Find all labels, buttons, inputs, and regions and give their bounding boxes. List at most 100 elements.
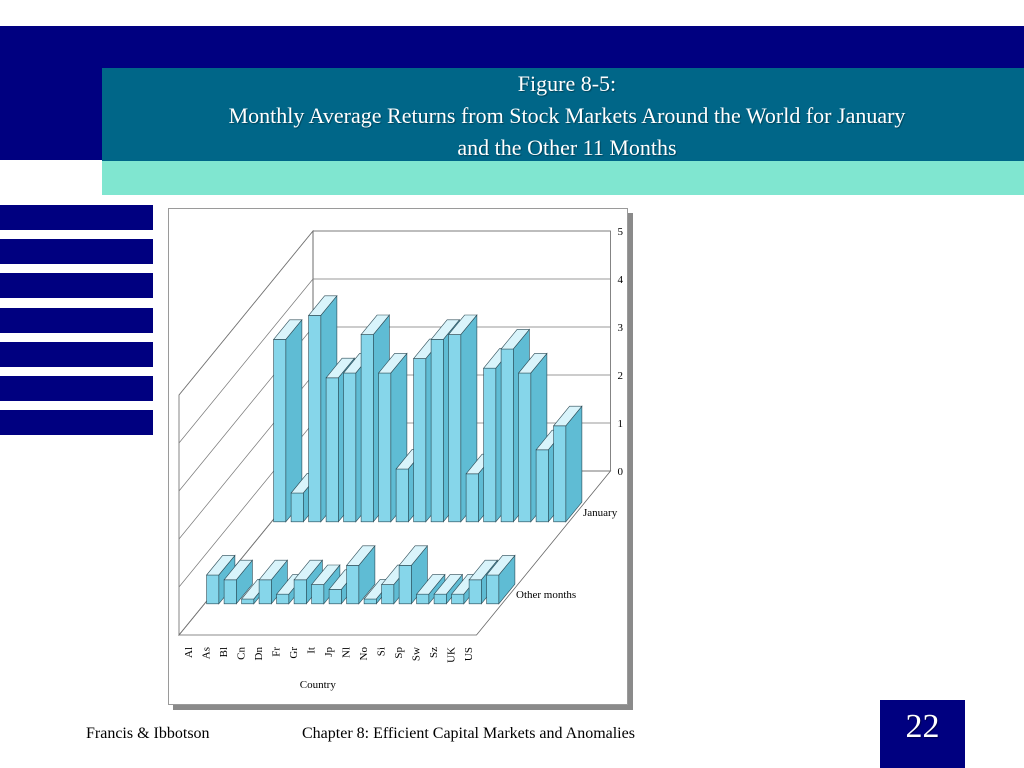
series-label: Other months	[516, 589, 576, 601]
x-tick-label: Jp	[323, 647, 335, 657]
bar-top	[258, 559, 289, 581]
accent-band	[102, 161, 1024, 195]
bar	[448, 334, 462, 523]
y-tick-label: 5	[618, 226, 624, 238]
decor-stripe	[0, 308, 153, 333]
bar	[518, 372, 532, 523]
bar-top	[552, 405, 583, 427]
title-band	[102, 68, 1024, 161]
bar-top	[223, 559, 254, 581]
bar-top	[485, 555, 516, 576]
bar	[258, 579, 272, 605]
y-tick-label: 3	[618, 322, 624, 334]
bar	[308, 315, 322, 523]
title-line-1: Figure 8-5:	[517, 71, 617, 96]
gridline	[178, 230, 611, 396]
bar-top	[398, 545, 429, 566]
bar-top	[447, 314, 478, 335]
bar	[486, 574, 500, 605]
decor-stripe	[0, 239, 153, 264]
title-line-3: and the Other 11 Months	[457, 135, 677, 160]
bar	[223, 579, 237, 605]
bar-top	[272, 319, 303, 340]
bar	[433, 593, 447, 605]
bar	[325, 377, 339, 523]
chart-panel: 012345Average Monthly ReturnJanuaryOther…	[168, 208, 628, 705]
x-tick-label: Sp	[393, 647, 405, 659]
bar-top	[500, 329, 531, 350]
bar	[398, 565, 412, 605]
bar	[535, 449, 549, 523]
decor-stripe	[0, 410, 153, 435]
decor-stripe	[0, 205, 153, 230]
bar	[241, 598, 255, 605]
bar	[363, 598, 377, 605]
bar	[290, 492, 304, 523]
bar	[311, 584, 325, 605]
bar	[468, 579, 482, 605]
decor-stripe	[0, 342, 153, 367]
bar	[465, 473, 479, 523]
bar-top	[517, 353, 548, 374]
footer-chapter: Chapter 8: Efficient Capital Markets and…	[302, 725, 635, 742]
chart-bars	[205, 294, 583, 605]
decor-stripe	[0, 376, 153, 401]
bar-top	[433, 574, 464, 595]
slide-title: Figure 8-5: Monthly Average Returns from…	[110, 68, 1024, 164]
bar	[500, 348, 514, 523]
bar	[343, 372, 357, 523]
x-tick-label: Sw	[410, 647, 422, 661]
bar	[276, 593, 290, 605]
bar	[416, 593, 430, 605]
decor-stripe	[0, 273, 153, 298]
bar	[553, 425, 567, 523]
chart-labels: 012345Average Monthly ReturnJanuaryOther…	[183, 226, 624, 691]
x-tick-label: Gr	[288, 647, 300, 659]
y-tick-label: 4	[618, 274, 624, 286]
bar	[346, 565, 360, 605]
x-tick-label: Nl	[340, 647, 352, 658]
title-line-2: Monthly Average Returns from Stock Marke…	[228, 103, 906, 128]
footer-author: Francis & Ibbotson	[86, 725, 210, 742]
gridline	[178, 278, 611, 444]
bar	[360, 334, 374, 523]
x-tick-label: It	[305, 647, 317, 654]
bar	[273, 339, 287, 523]
bar-top	[345, 545, 376, 566]
y-tick-label: 2	[618, 370, 624, 382]
bar	[328, 589, 342, 605]
bar	[483, 367, 497, 523]
bar	[381, 584, 395, 605]
x-tick-label: Fr	[270, 647, 282, 657]
bar-top	[205, 555, 236, 576]
bar	[378, 372, 392, 523]
bar-top	[430, 319, 461, 340]
bar	[451, 593, 465, 605]
bar-top	[307, 295, 338, 316]
bar	[293, 579, 307, 605]
bar-chart-3d: 012345Average Monthly ReturnJanuaryOther…	[178, 226, 624, 691]
bar	[395, 468, 409, 523]
bar-top	[310, 564, 341, 585]
x-tick-label: Si	[375, 647, 387, 656]
bar-top	[377, 353, 408, 374]
y-tick-label: 1	[618, 418, 624, 430]
bar	[206, 574, 220, 605]
page-number: 22	[905, 708, 940, 745]
x-tick-label: Bl	[218, 647, 230, 657]
bar-top	[293, 559, 324, 581]
x-tick-label: Dn	[253, 647, 265, 661]
bar-top	[325, 357, 356, 379]
x-axis-label: Country	[300, 679, 337, 691]
bar-side	[565, 405, 583, 523]
bar-top	[415, 574, 446, 595]
x-tick-label: Al	[183, 647, 195, 658]
x-tick-label: US	[463, 647, 475, 661]
bar	[430, 339, 444, 523]
x-tick-label: Sz	[428, 647, 440, 658]
bar-top	[468, 559, 499, 581]
series-label: January	[583, 507, 618, 519]
x-tick-label: As	[200, 647, 212, 659]
x-tick-label: No	[358, 647, 370, 661]
bar	[413, 358, 427, 523]
